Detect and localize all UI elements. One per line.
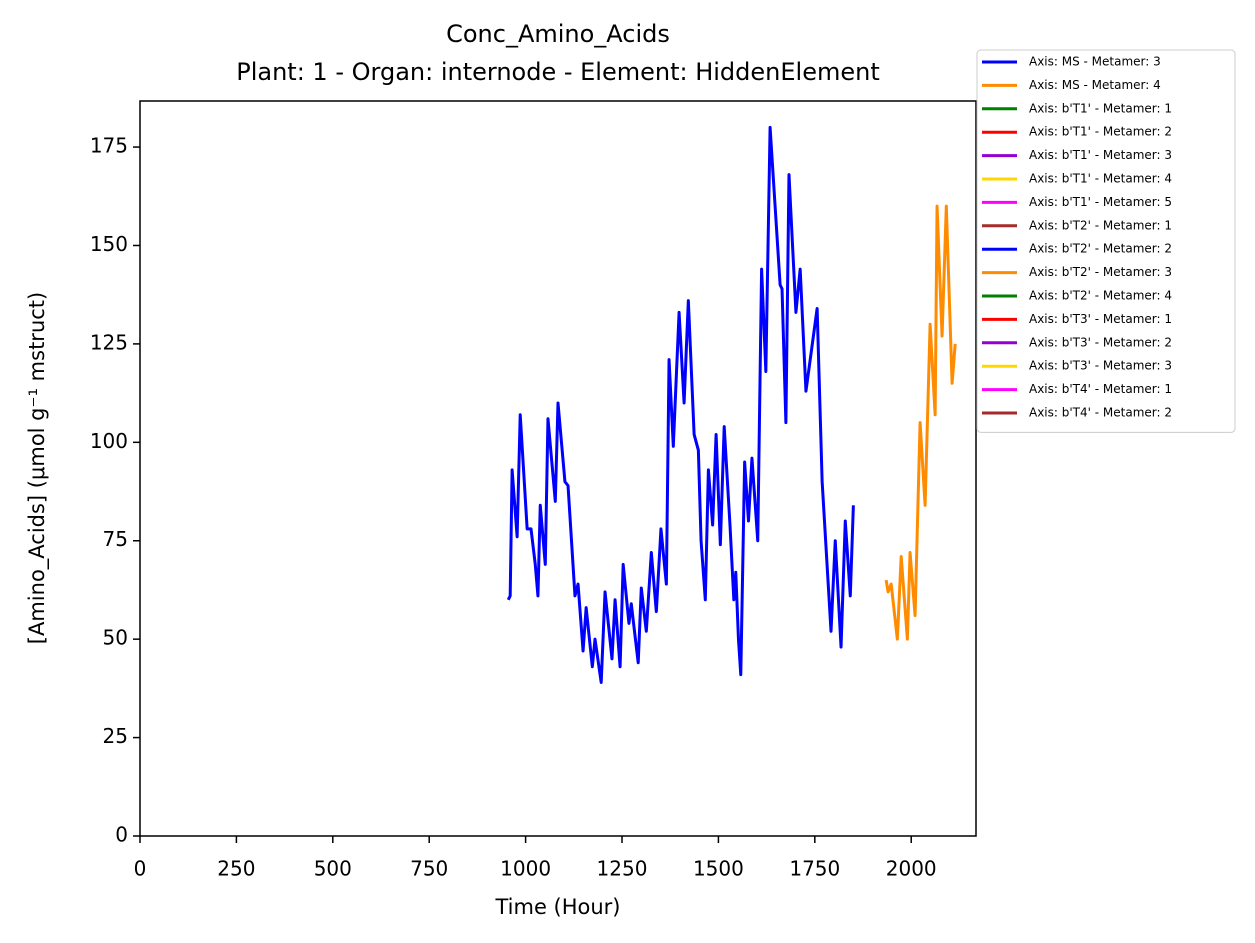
legend-label: Axis: b'T1' - Metamer: 3 [1029,148,1172,162]
legend-label: Axis: b'T3' - Metamer: 1 [1029,312,1172,326]
y-tick-label: 75 [103,527,128,551]
legend-label: Axis: b'T2' - Metamer: 4 [1029,289,1172,303]
legend-label: Axis: b'T2' - Metamer: 1 [1029,218,1172,232]
legend-box [976,49,1236,433]
y-tick-label: 150 [90,232,128,256]
legend-label: Axis: b'T1' - Metamer: 5 [1029,195,1172,209]
x-axis-label: Time (Hour) [494,895,620,919]
legend-label: Axis: b'T4' - Metamer: 1 [1029,382,1172,396]
legend-label: Axis: b'T1' - Metamer: 2 [1029,125,1172,139]
data-line [884,204,957,641]
legend-label: Axis: b'T1' - Metamer: 4 [1029,172,1172,186]
chart-subtitle: Plant: 1 - Organ: internode - Element: H… [236,58,880,86]
x-tick-label: 1250 [597,857,648,881]
legend-label: Axis: b'T1' - Metamer: 1 [1029,101,1172,115]
x-tick-label: 1000 [500,857,551,881]
x-tick-label: 1500 [693,857,744,881]
x-tick-label: 250 [217,857,255,881]
y-tick-label: 0 [115,823,128,847]
y-tick-label: 50 [103,626,128,650]
y-axis-label: [Amino_Acids] (μmol g⁻¹ mstruct) [25,292,50,644]
legend-label: Axis: b'T2' - Metamer: 2 [1029,242,1172,256]
y-tick-label: 175 [90,134,128,158]
legend-label: Axis: MS - Metamer: 4 [1029,78,1161,92]
legend-label: Axis: b'T2' - Metamer: 3 [1029,265,1172,279]
x-tick-label: 0 [134,857,147,881]
x-tick-label: 2000 [886,857,937,881]
y-tick-label: 25 [103,724,128,748]
x-tick-label: 500 [314,857,352,881]
legend-label: Axis: MS - Metamer: 3 [1029,55,1161,69]
plot-frame [139,100,977,837]
legend-label: Axis: b'T3' - Metamer: 3 [1029,359,1172,373]
legend: Axis: MS - Metamer: 3 Axis: MS - Metamer:… [976,49,1236,433]
y-tick-label: 100 [90,429,128,453]
legend-label: Axis: b'T3' - Metamer: 2 [1029,335,1172,349]
x-tick-label: 750 [410,857,448,881]
data-line [506,125,855,684]
y-tick-label: 125 [90,330,128,354]
chart-title: Conc_Amino_Acids [446,20,670,48]
legend-label: Axis: b'T4' - Metamer: 2 [1029,406,1172,420]
x-tick-label: 1750 [789,857,840,881]
